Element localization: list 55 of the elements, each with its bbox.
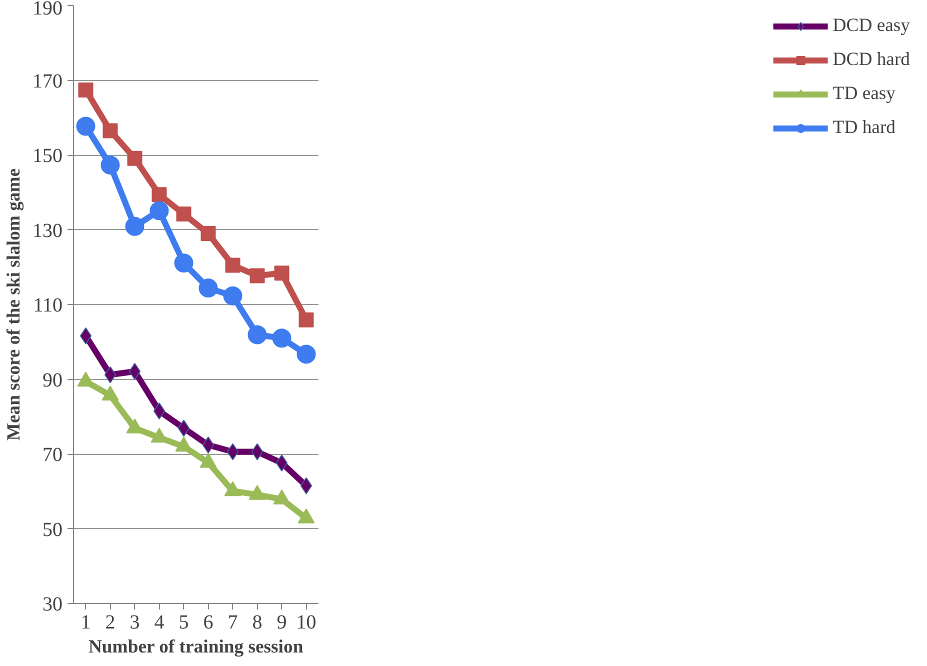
legend-label: DCD easy [832,15,910,37]
point [248,325,267,344]
y-tick-label: 30 [42,594,62,616]
y-tick-label: 70 [42,444,62,466]
x-tick-label: 7 [228,612,238,634]
point [223,286,242,306]
point [296,344,316,364]
x-tick-label: 1 [80,612,91,634]
y-tick-label: 150 [32,145,62,167]
x-tick-label: 9 [276,612,287,634]
x-tick-label: 5 [178,612,189,634]
point [153,402,166,420]
point [300,477,312,494]
point [251,443,264,460]
x-tick-label: 10 [296,612,316,634]
point [250,268,265,284]
point [80,327,92,344]
legend-label: TD hard [832,117,896,139]
point [102,123,118,138]
x-axis-title: Number of training session [88,636,304,658]
y-axis-title: Mean score of the ski slalom game [4,168,24,441]
point [226,443,239,460]
point [276,454,288,472]
y-tick-label: 190 [32,0,62,20]
point [100,156,120,175]
point [202,436,214,454]
x-tick-label: 3 [130,612,140,634]
point [125,216,144,236]
legend-label: TD easy [832,83,896,105]
x-tick-label: 4 [154,612,164,634]
y-tick-label: 110 [33,294,63,316]
point [178,420,190,437]
point [176,206,192,222]
point [152,187,167,202]
point [200,226,216,241]
point [150,201,169,220]
point [298,312,314,328]
y-tick-label: 90 [42,369,62,392]
x-tick-label: 8 [252,612,262,634]
point [274,266,290,281]
point [198,278,218,298]
point [174,254,194,272]
point [272,328,292,348]
y-tick-label: 170 [32,70,62,92]
point [225,258,240,273]
point [128,362,141,380]
point [104,366,116,384]
point [78,82,94,98]
point [76,116,96,136]
y-tick-label: 50 [42,518,62,541]
point [127,150,142,166]
x-tick-label: 6 [203,612,214,634]
x-tick-label: 2 [105,612,116,634]
legend-label: DCD hard [832,49,910,71]
y-tick-label: 130 [32,220,62,242]
